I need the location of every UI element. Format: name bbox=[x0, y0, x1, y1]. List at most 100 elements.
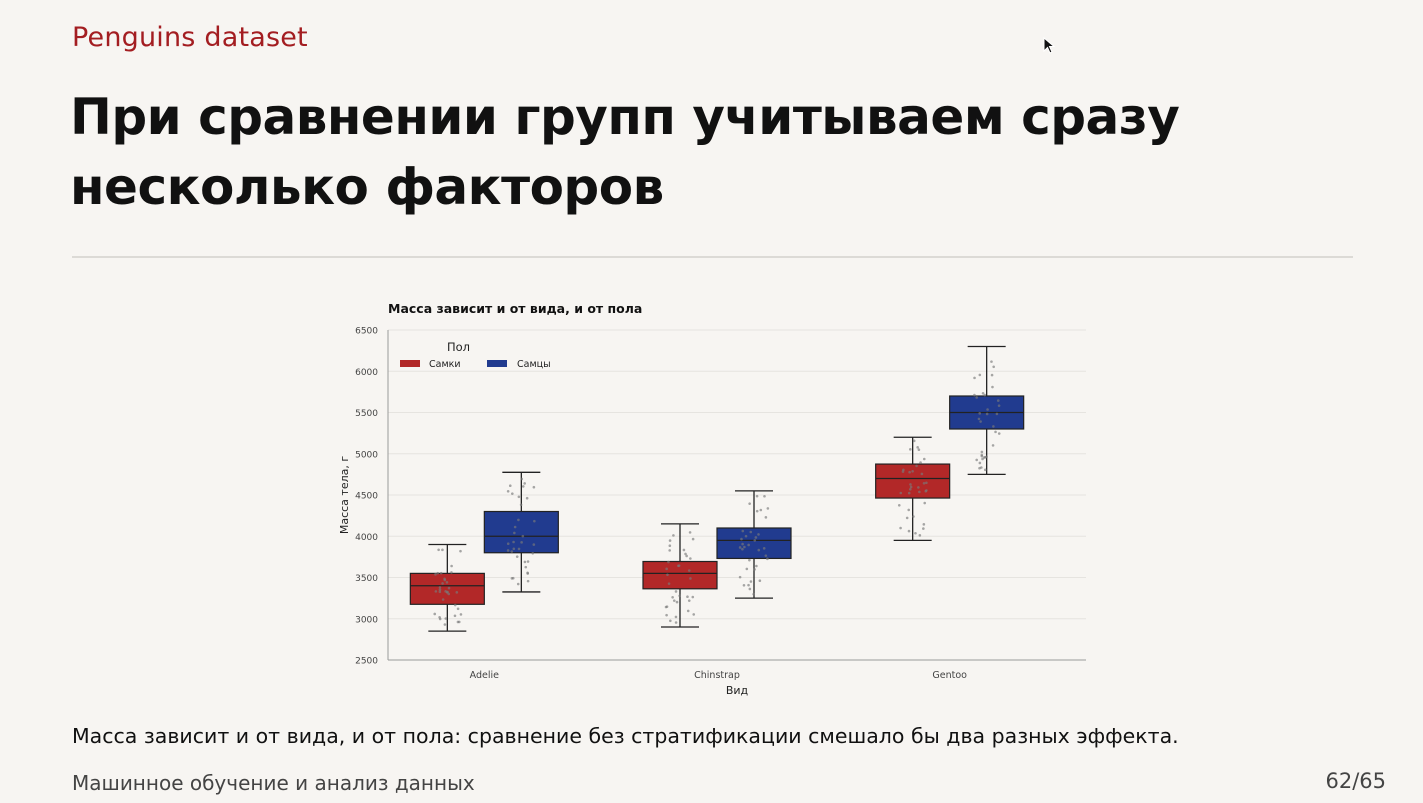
box-body bbox=[642, 560, 718, 590]
y-tick-label: 3500 bbox=[355, 574, 378, 584]
data-point bbox=[909, 485, 913, 489]
legend: Пол Самки Самцы bbox=[400, 340, 551, 370]
data-point bbox=[444, 617, 448, 620]
data-point bbox=[753, 568, 756, 571]
data-point bbox=[515, 555, 519, 558]
data-point bbox=[526, 560, 530, 563]
data-point bbox=[434, 590, 438, 593]
data-point bbox=[748, 502, 751, 505]
data-point bbox=[531, 552, 535, 555]
data-point bbox=[512, 547, 516, 551]
data-point bbox=[979, 420, 982, 423]
data-point bbox=[445, 581, 449, 584]
data-point bbox=[909, 448, 912, 451]
data-point bbox=[506, 489, 510, 493]
data-point bbox=[668, 539, 672, 542]
data-point bbox=[996, 399, 1000, 402]
data-point bbox=[749, 530, 753, 534]
data-point bbox=[438, 588, 442, 592]
data-point bbox=[508, 484, 512, 488]
data-point bbox=[912, 439, 916, 443]
data-point bbox=[684, 552, 687, 556]
data-point bbox=[992, 365, 995, 369]
data-point bbox=[907, 529, 911, 533]
data-point bbox=[978, 466, 981, 470]
data-point bbox=[506, 542, 510, 545]
data-point bbox=[978, 461, 982, 465]
data-point bbox=[997, 432, 1001, 435]
data-point bbox=[738, 546, 742, 549]
data-point bbox=[917, 448, 921, 451]
data-point bbox=[665, 613, 668, 617]
data-point bbox=[905, 516, 909, 520]
data-point bbox=[674, 621, 678, 624]
data-point bbox=[441, 548, 444, 552]
data-point bbox=[973, 376, 976, 380]
data-point bbox=[456, 607, 460, 611]
data-point bbox=[674, 615, 678, 619]
legend-swatch-female bbox=[400, 360, 420, 367]
data-point bbox=[672, 599, 676, 602]
footer-course-name: Машинное обучение и анализ данных bbox=[72, 771, 475, 795]
legend-label-female: Самки bbox=[429, 359, 461, 370]
data-point bbox=[759, 508, 763, 512]
data-point bbox=[981, 391, 985, 395]
data-point bbox=[897, 503, 901, 507]
data-point bbox=[437, 548, 440, 552]
data-point bbox=[747, 543, 750, 547]
data-point bbox=[742, 583, 746, 587]
data-point bbox=[755, 494, 759, 498]
data-point bbox=[975, 458, 978, 462]
data-point bbox=[450, 571, 453, 574]
data-point bbox=[525, 496, 529, 500]
data-point bbox=[980, 450, 984, 454]
data-point bbox=[516, 582, 520, 586]
data-point bbox=[912, 515, 915, 518]
data-point bbox=[688, 531, 692, 534]
box-chinstrap-female bbox=[642, 523, 718, 628]
data-point bbox=[749, 580, 753, 583]
data-point bbox=[438, 615, 441, 619]
data-point bbox=[747, 583, 750, 587]
data-point bbox=[922, 523, 926, 526]
data-point bbox=[524, 565, 528, 569]
data-point bbox=[738, 575, 742, 579]
data-point bbox=[689, 577, 692, 580]
data-point bbox=[668, 549, 671, 552]
data-point bbox=[922, 481, 926, 485]
data-point bbox=[438, 586, 442, 589]
data-point bbox=[687, 569, 691, 572]
x-tick-label: Gentoo bbox=[932, 670, 967, 681]
data-point bbox=[902, 468, 905, 472]
data-point bbox=[666, 573, 669, 577]
data-point bbox=[741, 542, 744, 546]
data-point bbox=[455, 591, 459, 594]
data-point bbox=[686, 609, 690, 613]
data-point bbox=[691, 537, 695, 541]
y-tick-label: 4000 bbox=[355, 533, 378, 543]
data-point bbox=[923, 501, 927, 505]
data-point bbox=[436, 571, 440, 575]
box-body bbox=[483, 510, 559, 554]
data-point bbox=[763, 494, 766, 498]
data-point bbox=[444, 590, 447, 593]
data-point bbox=[526, 579, 530, 583]
data-point bbox=[523, 560, 527, 564]
data-point bbox=[668, 544, 672, 548]
data-point bbox=[511, 576, 515, 580]
y-tick-label: 2500 bbox=[355, 657, 378, 667]
data-point bbox=[922, 457, 926, 461]
data-point bbox=[764, 554, 768, 557]
data-point bbox=[752, 592, 755, 596]
title-divider bbox=[72, 256, 1353, 258]
y-tick-label: 4500 bbox=[355, 492, 378, 502]
data-point bbox=[757, 533, 760, 536]
data-point bbox=[678, 594, 681, 598]
data-point bbox=[671, 596, 674, 599]
chart-title: Масса зависит и от вида, и от пола bbox=[388, 301, 642, 316]
data-point bbox=[459, 549, 462, 553]
data-point bbox=[741, 547, 744, 551]
data-point bbox=[907, 491, 911, 495]
data-point bbox=[990, 373, 994, 377]
data-point bbox=[457, 620, 461, 624]
